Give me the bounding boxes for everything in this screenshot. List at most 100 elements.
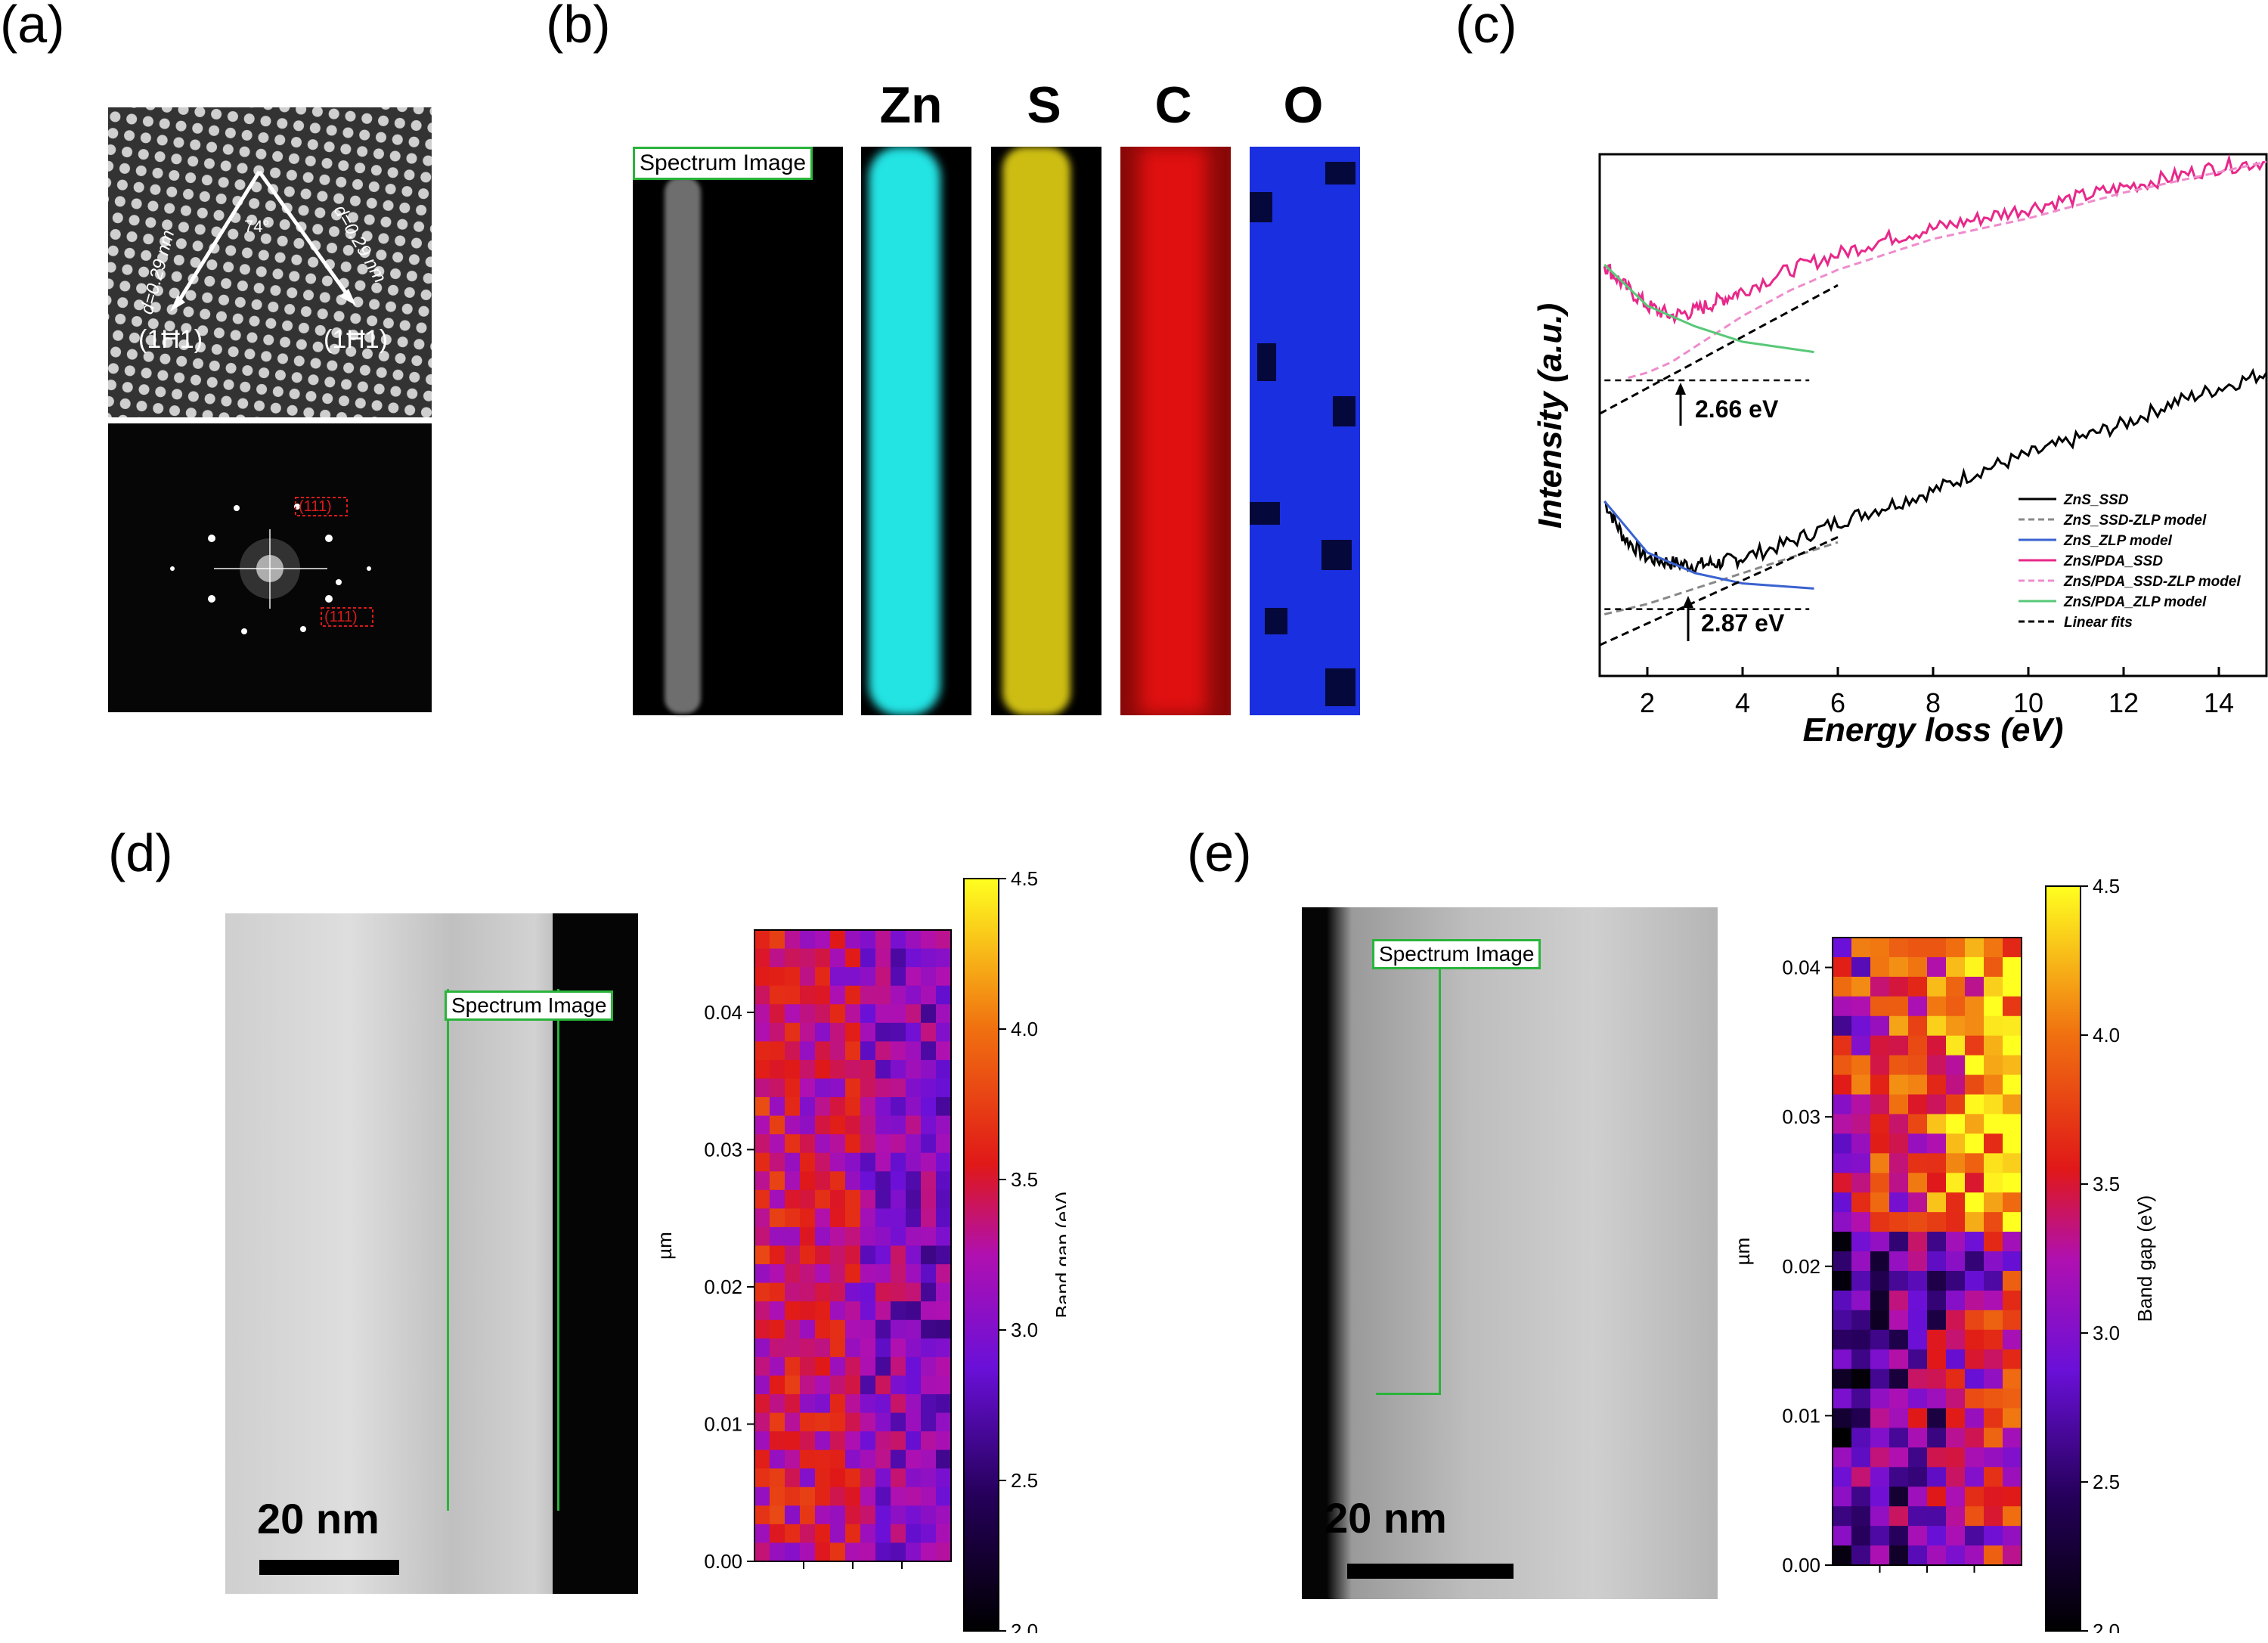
element-label-zn: Zn: [879, 76, 943, 134]
heatmap-cell: [875, 1004, 891, 1024]
heatmap-cell: [800, 1505, 816, 1525]
heatmap-cell: [891, 1022, 906, 1042]
heatmap-cell: [1908, 976, 1928, 997]
heatmap-cell: [1927, 1408, 1947, 1428]
heatmap-cell: [875, 1245, 891, 1265]
heatmap-cell: [936, 1152, 952, 1172]
heatmap-cell: [906, 1542, 922, 1562]
heatmap-cell: [754, 1356, 770, 1376]
heatmap-cell: [770, 1208, 785, 1228]
heatmap-cell: [1833, 938, 1852, 958]
heatmap-cell: [845, 1022, 861, 1042]
heatmap-cell: [1946, 1133, 1966, 1154]
heatmap-cell: [875, 1431, 891, 1451]
heatmap-cell: [830, 1022, 846, 1042]
heatmap-cell: [1870, 1212, 1890, 1232]
series-linear-fit-zns: [1599, 536, 1839, 646]
heatmap-cell: [1965, 1192, 1984, 1213]
heatmap-cell: [1870, 956, 1890, 978]
heatmap-cell: [875, 1115, 891, 1135]
heatmap-cell: [1965, 938, 1984, 958]
heatmap-cell: [860, 1431, 876, 1451]
heatmap-cell: [1927, 1212, 1947, 1232]
heatmap-cell: [830, 1431, 846, 1451]
heatmap-cell: [1833, 1192, 1852, 1213]
heatmap-cell: [785, 1486, 801, 1506]
heatmap-cell: [1851, 956, 1871, 978]
heatmap-cell: [770, 1152, 785, 1172]
heatmap-cell: [906, 1264, 922, 1284]
heatmap-cell: [1833, 1055, 1852, 1076]
heatmap-cell: [936, 1282, 952, 1302]
heatmap-cell: [860, 1356, 876, 1376]
heatmap-cell: [921, 1356, 937, 1376]
heatmap-cell: [921, 1152, 937, 1172]
heatmap-cell: [754, 1375, 770, 1395]
heatmap-cell: [875, 1152, 891, 1172]
heatmap-cell: [891, 1524, 906, 1543]
heatmap-cell: [875, 1282, 891, 1302]
heatmap-cell: [875, 1468, 891, 1488]
heatmap-cell: [845, 1524, 861, 1543]
heatmap-cell: [800, 1097, 816, 1117]
heatmap-cell: [785, 1264, 801, 1284]
heatmap-cell: [770, 1041, 785, 1061]
heatmap-cell: [1965, 1486, 1984, 1507]
heatmap-cell: [1946, 1486, 1966, 1507]
heatmap-cell: [770, 1412, 785, 1432]
x-tick-label: 4: [1735, 687, 1750, 718]
heatmap-cell: [1851, 938, 1871, 958]
legend-label: Linear fits: [2064, 615, 2133, 631]
heatmap-cell: [906, 967, 922, 987]
heatmap-cell: [906, 1245, 922, 1265]
heatmap-cell: [860, 1319, 876, 1339]
heatmap-cell: [1927, 1526, 1947, 1546]
y-tick-label: 0.00: [704, 1550, 742, 1573]
heatmap-cell: [875, 1078, 891, 1098]
heatmap-cell: [845, 1226, 861, 1246]
heatmap-cell: [770, 1226, 785, 1246]
heatmap-cell: [2003, 1329, 2022, 1350]
heatmap-cell: [1870, 1251, 1890, 1272]
heatmap-cell: [1908, 1349, 1928, 1370]
heatmap-cell: [815, 1189, 831, 1209]
heatmap-cell: [770, 1375, 785, 1395]
heatmap-cell: [830, 1226, 846, 1246]
heatmap-cell: [770, 1468, 785, 1488]
heatmap-cell: [906, 1338, 922, 1358]
colorbar: [2045, 885, 2081, 1632]
heatmap-cell: [785, 1134, 801, 1154]
heatmap-cell: [891, 1412, 906, 1432]
heatmap-cell: [1908, 1035, 1928, 1056]
heatmap-cell: [1946, 976, 1966, 997]
heatmap-cell: [1927, 1447, 1947, 1468]
heatmap-cell: [754, 1208, 770, 1228]
heatmap-cell: [1889, 1114, 1909, 1134]
heatmap-cell: [1965, 1388, 1984, 1409]
heatmap-cell: [815, 1115, 831, 1135]
panel-label-e: (e): [1187, 823, 1252, 882]
fft-bottom-label: (111): [324, 609, 358, 625]
heatmap-cell: [860, 1022, 876, 1042]
heatmap-cell: [906, 1022, 922, 1042]
heatmap-cell: [1833, 1173, 1852, 1193]
heatmap-cell: [845, 967, 861, 987]
heatmap-cell: [2003, 1173, 2022, 1193]
heatmap-cell: [2003, 1212, 2022, 1232]
heatmap-cell: [860, 1505, 876, 1525]
heatmap-cell: [1833, 1035, 1852, 1056]
spectrum-region-e: [1376, 939, 1441, 1395]
heatmap-cell: [1833, 1545, 1852, 1566]
heatmap-cell: [1889, 1074, 1909, 1095]
heatmap-cell: [1965, 1310, 1984, 1331]
heatmap-cell: [1927, 1329, 1947, 1350]
heatmap-cell: [1927, 1055, 1947, 1076]
heatmap-cell: [845, 1171, 861, 1191]
heatmap-cell: [875, 1226, 891, 1246]
heatmap-cell: [754, 967, 770, 987]
heatmap-cell: [2003, 1114, 2022, 1134]
x-tick-label: 14: [2204, 687, 2234, 718]
heatmap-cell: [1851, 1369, 1871, 1390]
heatmap-cell: [830, 1041, 846, 1061]
heatmap-cell: [860, 1208, 876, 1228]
